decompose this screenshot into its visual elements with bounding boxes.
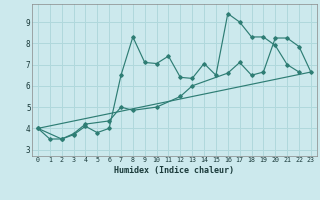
X-axis label: Humidex (Indice chaleur): Humidex (Indice chaleur) <box>115 166 234 175</box>
